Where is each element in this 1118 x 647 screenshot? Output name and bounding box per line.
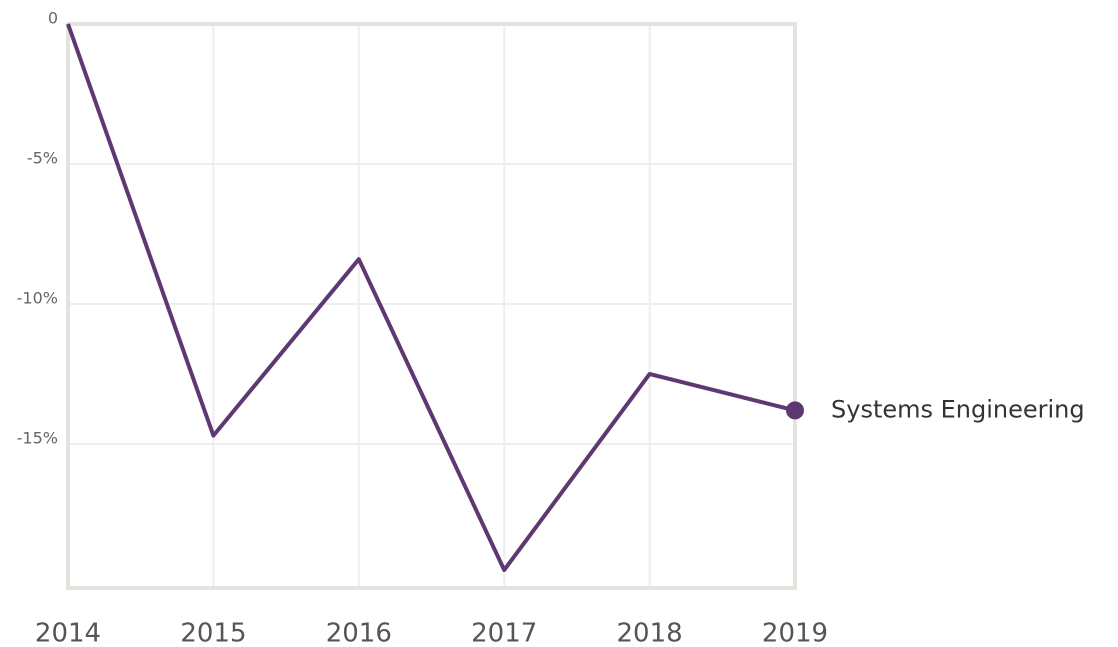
x-tick-label: 2017 [471, 619, 537, 647]
x-tick-label: 2019 [762, 619, 828, 647]
plot-frame [66, 22, 797, 590]
y-tick-label: 0 [48, 9, 58, 28]
y-tick-label: -10% [17, 289, 58, 308]
y-tick-label: -5% [27, 149, 58, 168]
x-tick-label: 2016 [326, 619, 392, 647]
legend-label: Systems Engineering [831, 395, 1085, 423]
series-line [66, 23, 796, 572]
y-tick-label: -15% [17, 429, 58, 448]
x-tick-label: 2018 [617, 619, 683, 647]
x-tick-label: 2014 [35, 619, 101, 647]
end-point [786, 401, 804, 420]
x-tick-label: 2015 [180, 619, 246, 647]
